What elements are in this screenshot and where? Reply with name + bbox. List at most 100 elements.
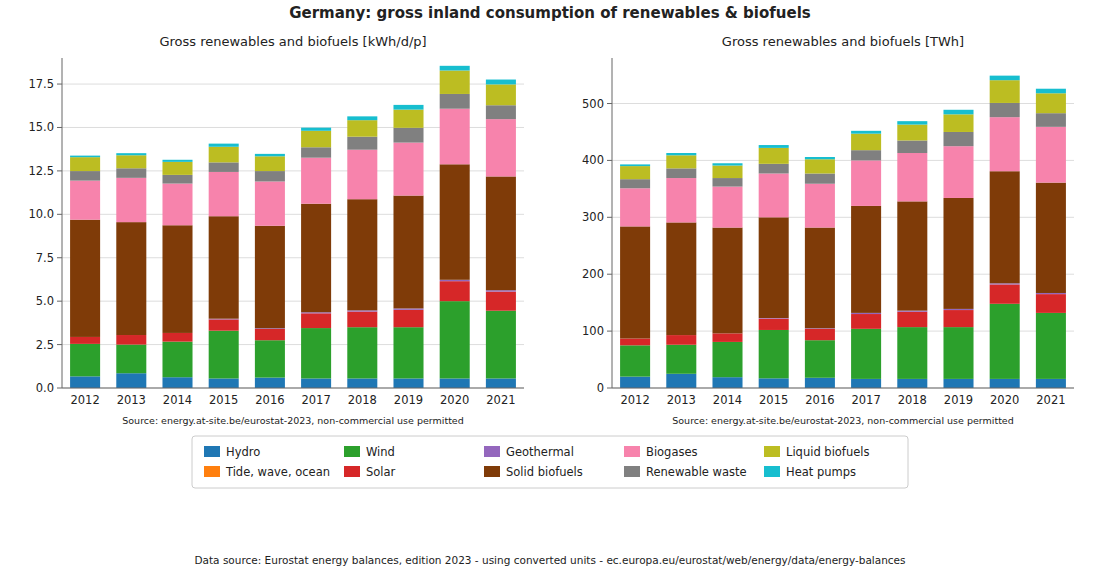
bar-segment (1036, 127, 1066, 183)
legend-label: Biogases (646, 445, 698, 459)
bottom-note: Data source: Eurostat energy balances, e… (194, 554, 905, 566)
bar-segment (851, 160, 881, 206)
legend-label: Wind (366, 445, 395, 459)
bar-segment (990, 80, 1020, 103)
bar-segment (990, 304, 1020, 379)
bar-segment (486, 176, 516, 290)
bar-segment (116, 345, 146, 374)
bar-segment (209, 147, 239, 163)
bar-segment (209, 162, 239, 172)
bar-segment (897, 125, 927, 141)
legend-swatch (344, 446, 360, 457)
x-axis-line (62, 388, 524, 389)
y-tick (607, 388, 612, 389)
bar-segment (347, 327, 377, 378)
bar-segment (301, 131, 331, 148)
bar-segment (666, 345, 696, 374)
grid-line (612, 388, 1074, 389)
bar-segment (116, 222, 146, 335)
x-tick-label: 2013 (117, 393, 146, 407)
bar-segment (162, 225, 192, 333)
bar-segment (712, 342, 742, 377)
bar-segment (943, 110, 973, 115)
bar-segment (943, 327, 973, 379)
bar-segment (1036, 113, 1066, 127)
bar-segment (666, 335, 696, 345)
bar-segment (712, 228, 742, 334)
x-tick-label: 2015 (759, 393, 788, 407)
bar-segment (1036, 93, 1066, 113)
bar-segment (990, 117, 1020, 171)
bar-segment (162, 333, 192, 342)
bar-segment (851, 313, 881, 314)
bar-segment (209, 216, 239, 318)
bar-segment (712, 166, 742, 179)
bar-segment (712, 187, 742, 228)
bar-segment (943, 132, 973, 146)
bar-segment (440, 94, 470, 109)
bar-segment (759, 145, 789, 148)
x-tick-label: 2020 (990, 393, 1019, 407)
legend-swatch (624, 446, 640, 457)
y-tick-label: 15.0 (28, 120, 54, 134)
x-tick-label: 2012 (620, 393, 649, 407)
bar-segment (805, 174, 835, 184)
bar-segment (486, 311, 516, 379)
bar-segment (301, 204, 331, 313)
bar-segment (666, 168, 696, 178)
y-tick-label: 10.0 (28, 207, 54, 221)
bar-segment (301, 328, 331, 378)
bars (70, 66, 516, 388)
bar-segment (1036, 183, 1066, 293)
bar-segment (620, 226, 650, 338)
bar-segment (759, 148, 789, 164)
bar-segment (393, 105, 423, 110)
bar-segment (1036, 89, 1066, 94)
panel-title: Gross renewables and biofuels [TWh] (722, 34, 964, 49)
y-tick-label: 0.0 (36, 381, 54, 395)
bar-segment (805, 228, 835, 329)
bar-segment (209, 378, 239, 388)
y-tick (607, 274, 612, 275)
bar-segment (301, 312, 331, 313)
bar-segment (116, 178, 146, 222)
x-tick-label: 2015 (209, 393, 238, 407)
bar-segment (162, 184, 192, 226)
bar-segment (393, 110, 423, 128)
bar-segment (805, 184, 835, 228)
bar-segment (805, 157, 835, 159)
y-tick (57, 170, 62, 171)
bar-segment (897, 327, 927, 379)
panel-title: Gross renewables and biofuels [kWh/d/p] (159, 34, 426, 49)
bar-segment (116, 373, 146, 388)
y-tick-label: 200 (582, 267, 604, 281)
bar-segment (666, 374, 696, 388)
bar-segment (301, 313, 331, 328)
bar-segment (666, 153, 696, 155)
bar-segment (70, 376, 100, 388)
bar-segment (440, 281, 470, 301)
bar-segment (759, 174, 789, 218)
bar-segment (851, 206, 881, 313)
grid-line (62, 388, 524, 389)
bar-segment (897, 311, 927, 312)
bar-segment (347, 199, 377, 310)
bar-segment (301, 378, 331, 388)
bar-segment (486, 290, 516, 291)
bar-segment (393, 327, 423, 378)
bar-segment (1036, 313, 1066, 379)
bar-segment (301, 128, 331, 131)
bar-segment (70, 157, 100, 171)
bar-segment (897, 121, 927, 124)
legend-label: Tide, wave, ocean (225, 465, 330, 479)
bar-segment (162, 377, 192, 388)
legend-swatch (764, 446, 780, 457)
bar-segment (347, 150, 377, 200)
bar-segment (393, 378, 423, 388)
bar-segment (805, 159, 835, 173)
bar-segment (759, 330, 789, 378)
y-tick (57, 257, 62, 258)
x-tick-label: 2013 (667, 393, 696, 407)
y-tick (57, 127, 62, 128)
bar-segment (1036, 293, 1066, 294)
